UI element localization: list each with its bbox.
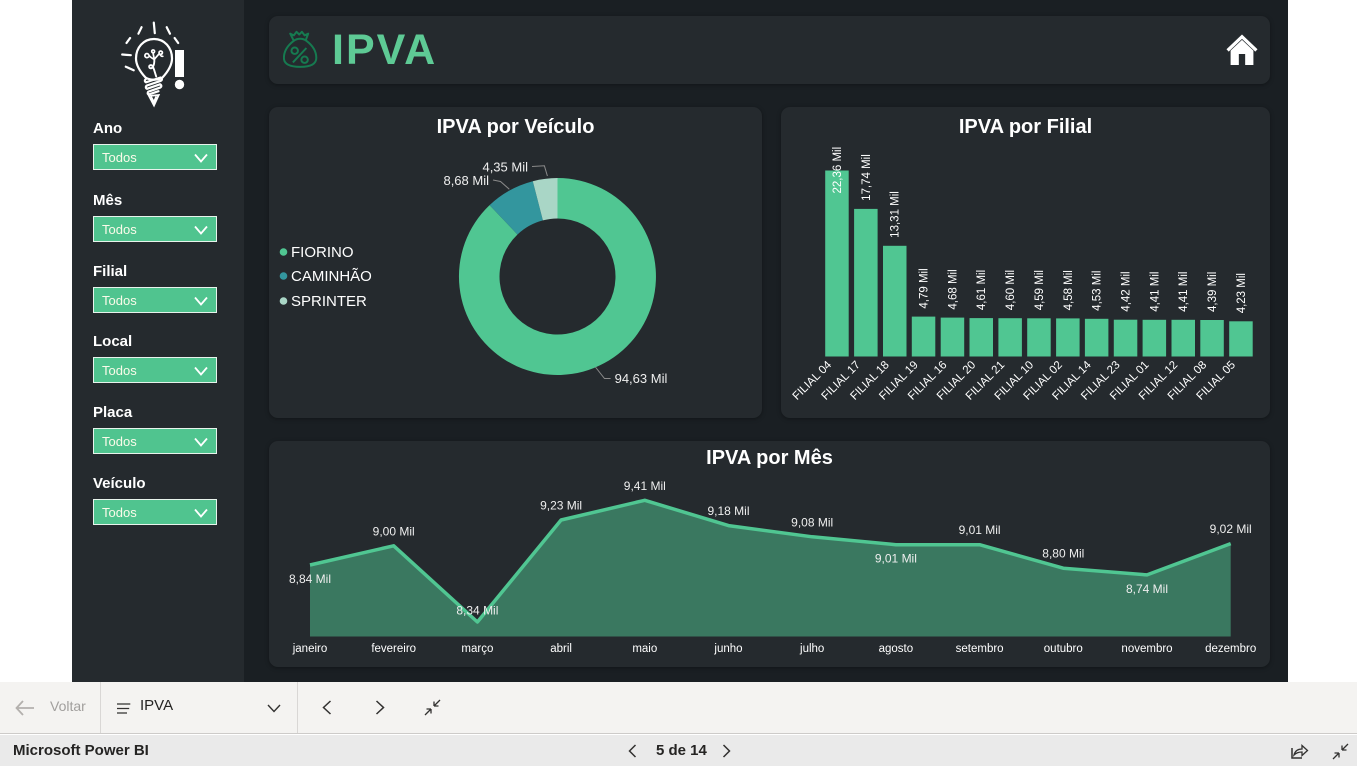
svg-text:outubro: outubro	[1044, 643, 1083, 655]
svg-text:4,41 Mil: 4,41 Mil	[1178, 272, 1190, 312]
svg-text:9,41 Mil: 9,41 Mil	[624, 479, 666, 493]
svg-text:4,79 Mil: 4,79 Mil	[919, 268, 931, 308]
svg-text:dezembro: dezembro	[1205, 643, 1256, 655]
svg-text:9,01 Mil: 9,01 Mil	[875, 552, 917, 566]
svg-text:SPRINTER: SPRINTER	[291, 293, 367, 310]
svg-text:agosto: agosto	[879, 643, 914, 655]
svg-text:9,00 Mil: 9,00 Mil	[373, 524, 415, 538]
svg-text:9,23 Mil: 9,23 Mil	[540, 499, 582, 513]
svg-text:13,31 Mil: 13,31 Mil	[890, 191, 902, 238]
svg-text:novembro: novembro	[1121, 643, 1172, 655]
svg-text:4,68 Mil: 4,68 Mil	[947, 269, 959, 309]
svg-text:17,74 Mil: 17,74 Mil	[861, 154, 873, 201]
svg-text:CAMINHÃO: CAMINHÃO	[291, 268, 372, 285]
svg-text:4,53 Mil: 4,53 Mil	[1092, 271, 1104, 311]
svg-text:abril: abril	[550, 643, 572, 655]
svg-text:4,35 Mil: 4,35 Mil	[482, 160, 528, 175]
svg-text:FIORINO: FIORINO	[291, 244, 354, 261]
svg-text:4,58 Mil: 4,58 Mil	[1063, 270, 1075, 310]
svg-text:94,63 Mil: 94,63 Mil	[615, 371, 668, 386]
svg-text:junho: junho	[713, 643, 742, 655]
svg-text:4,39 Mil: 4,39 Mil	[1207, 272, 1219, 312]
svg-text:4,23 Mil: 4,23 Mil	[1236, 273, 1248, 313]
svg-text:9,01 Mil: 9,01 Mil	[959, 523, 1001, 537]
svg-text:4,41 Mil: 4,41 Mil	[1149, 272, 1161, 312]
svg-text:9,02 Mil: 9,02 Mil	[1210, 522, 1252, 536]
svg-text:9,18 Mil: 9,18 Mil	[707, 504, 749, 518]
svg-text:fevereiro: fevereiro	[371, 643, 416, 655]
svg-text:março: março	[461, 643, 493, 655]
svg-text:4,61 Mil: 4,61 Mil	[976, 270, 988, 310]
svg-text:setembro: setembro	[956, 643, 1004, 655]
svg-text:8,34 Mil: 8,34 Mil	[456, 604, 498, 618]
svg-text:4,60 Mil: 4,60 Mil	[1005, 270, 1017, 310]
svg-text:8,74 Mil: 8,74 Mil	[1126, 582, 1168, 596]
svg-text:8,68 Mil: 8,68 Mil	[443, 173, 489, 188]
svg-text:4,42 Mil: 4,42 Mil	[1121, 271, 1133, 311]
svg-text:8,84 Mil: 8,84 Mil	[289, 572, 331, 586]
svg-text:janeiro: janeiro	[292, 643, 328, 655]
svg-text:maio: maio	[632, 643, 657, 655]
svg-text:9,08 Mil: 9,08 Mil	[791, 515, 833, 529]
svg-text:22,36 Mil: 22,36 Mil	[832, 147, 844, 194]
svg-text:4,59 Mil: 4,59 Mil	[1034, 270, 1046, 310]
svg-text:julho: julho	[799, 643, 824, 655]
svg-text:8,80 Mil: 8,80 Mil	[1042, 547, 1084, 561]
